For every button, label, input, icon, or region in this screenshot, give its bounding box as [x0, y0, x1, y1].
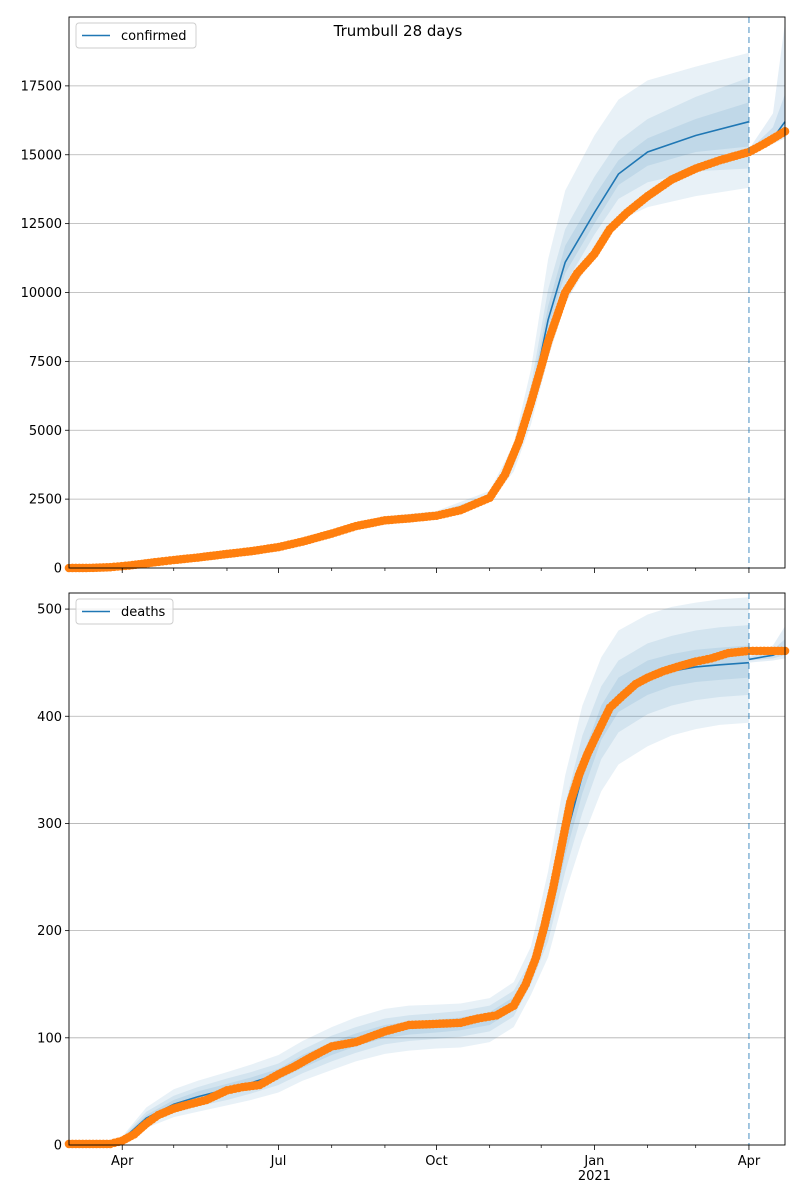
legend-box [75, 22, 197, 49]
y-tick-label: 15000 [21, 148, 62, 163]
forecast-band-inner [748, 639, 785, 661]
uncertainty-band-outer [69, 597, 749, 1145]
axes-frame [68, 592, 786, 1146]
y-tick-label: 200 [37, 924, 62, 939]
legend-label: confirmed [121, 29, 187, 44]
x-tick-label: Apr [738, 1154, 761, 1169]
y-tick-label: 100 [37, 1031, 62, 1046]
y-tick-label: 12500 [21, 217, 62, 232]
x-tick-label: Apr [111, 1154, 134, 1169]
y-tick-label: 5000 [29, 424, 62, 439]
legend: confirmed [75, 22, 197, 49]
y-tick-label: 17500 [21, 79, 62, 94]
y-tick-label: 2500 [29, 493, 62, 508]
legend: deaths [75, 598, 174, 625]
uncertainty-band-middle [69, 625, 749, 1145]
uncertainty-band-outer [69, 52, 749, 569]
y-tick-label: 0 [54, 1139, 62, 1154]
legend-box [75, 598, 174, 625]
y-tick-label: 400 [37, 710, 62, 725]
figure-title: Trumbull 28 days [333, 22, 463, 40]
y-tick-label: 7500 [29, 355, 62, 370]
uncertainty-band-inner [69, 102, 749, 568]
legend-label: deaths [121, 605, 166, 620]
uncertainty-band-middle [69, 77, 749, 569]
y-tick-label: 500 [37, 603, 62, 618]
x-tick-sublabel: 2021 [578, 1169, 611, 1184]
y-tick-label: 300 [37, 817, 62, 832]
axes-frame [68, 16, 786, 569]
forecast-band-outer [748, 22, 785, 155]
panel-confirmed: 0 2500 5000 7500 10000 12500 15000 17500 confirm… [21, 16, 790, 577]
y-tick-label: 0 [54, 562, 62, 577]
observed-series [64, 646, 790, 1149]
x-tick-label: Jan [583, 1154, 604, 1169]
observed-series [64, 127, 790, 573]
x-tick-label: Jul [270, 1154, 287, 1169]
x-tick-label: Oct [425, 1154, 447, 1169]
y-tick-label: 10000 [21, 286, 62, 301]
